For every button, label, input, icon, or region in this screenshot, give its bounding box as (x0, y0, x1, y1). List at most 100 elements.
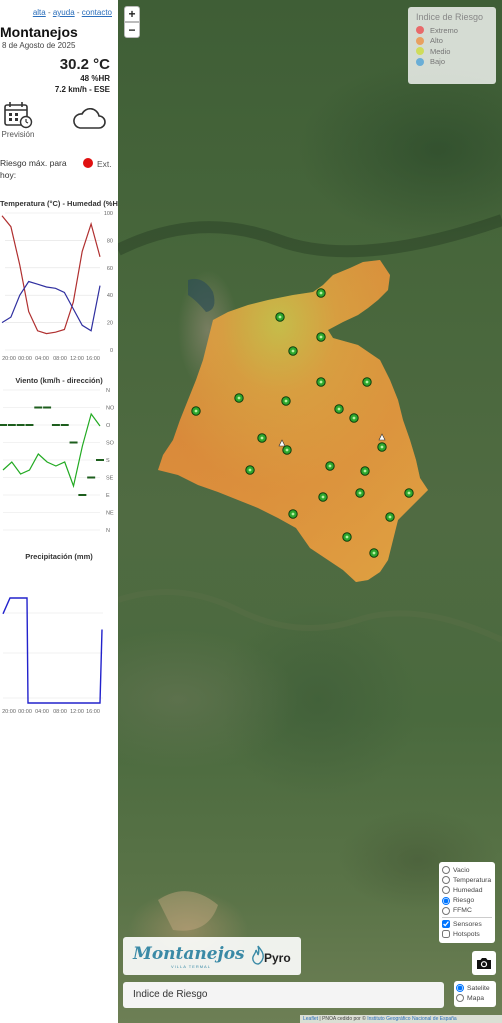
layer-option-riesgo[interactable]: Riesgo (442, 896, 492, 906)
current-wind: 7.2 km/h - ESE (54, 85, 110, 94)
zoom-in-button[interactable]: + (124, 6, 140, 22)
sensor-marker-center (358, 491, 362, 495)
humidity-tick-label: 40 (107, 293, 113, 299)
place-name: Montanejos (0, 24, 78, 40)
risk-legend: Indice de Riesgo Extremo Alto Medio Bajo (408, 7, 496, 84)
overlay-option-hotspots[interactable]: Hotspots (442, 929, 492, 939)
layer-option-vacio[interactable]: Vacio (442, 865, 492, 875)
direction-tick-label: S (106, 458, 110, 464)
sensor-marker-center (319, 291, 323, 295)
humidity-tick-label: 20 (107, 321, 113, 327)
camera-icon (477, 957, 491, 969)
sensor-marker-center (372, 551, 376, 555)
sensor-marker-center (237, 396, 241, 400)
forecast-label: Previsión (1, 130, 35, 139)
layer-radio[interactable] (442, 866, 450, 875)
legend-title: Indice de Riesgo (416, 12, 484, 22)
time-tick-label: 08:00 (53, 709, 67, 715)
sensor-marker-center (363, 469, 367, 473)
wind-chart: NNOOSOSSEENEN20:0000:0004:0008:0012:0016… (0, 388, 115, 534)
time-tick-label: 04:00 (35, 709, 49, 715)
cloud-icon (73, 108, 106, 129)
legend-item: Alto (416, 36, 488, 47)
overlay-checkbox[interactable] (442, 920, 450, 929)
layer-radio[interactable] (442, 896, 450, 905)
basemap-option-mapa[interactable]: Mapa (456, 993, 494, 1003)
humidity-tick-label: 80 (107, 238, 113, 244)
time-tick-label: 12:00 (70, 709, 84, 715)
layer-option-temperatura[interactable]: Temperatura (442, 875, 492, 885)
sensor-marker-center (260, 436, 264, 440)
layer-radio[interactable] (442, 876, 450, 885)
wind-speed-line (2, 412, 101, 489)
map-view[interactable]: + − Indice de Riesgo Extremo Alto Medio … (118, 0, 502, 1023)
time-tick-label: 04:00 (35, 356, 49, 362)
sensor-marker-center (248, 468, 252, 472)
risk-label: Riesgo máx. para hoy: (0, 158, 67, 180)
time-tick-label: 16:00 (86, 709, 100, 715)
zoom-out-button[interactable]: − (124, 22, 140, 38)
sensor-marker-center (365, 380, 369, 384)
precip-chart-title: Precipitación (mm) (25, 552, 93, 561)
risk-indicator-dot (83, 158, 93, 168)
triangle-marker-icon[interactable] (378, 433, 386, 441)
legend-dot (416, 57, 424, 66)
layer-option-humedad[interactable]: Humedad (442, 885, 492, 895)
montanejos-logo: Montanejos (133, 944, 245, 964)
sensor-marker-center (284, 399, 288, 403)
direction-tick-label: SO (106, 441, 115, 447)
layer-title-panel: Indice de Riesgo (123, 982, 444, 1008)
layer-option-ffmc[interactable]: FFMC (442, 906, 492, 916)
direction-tick-label: NO (106, 406, 115, 412)
leaflet-link[interactable]: Leaflet (303, 1016, 319, 1022)
forecast-button[interactable]: Previsión (0, 101, 36, 139)
sensor-marker-center (328, 464, 332, 468)
ign-link[interactable]: Instituto Geográfico Nacional de España (367, 1016, 457, 1022)
basemap-option-satelite[interactable]: Satelite (456, 983, 494, 993)
legend-item: Medio (416, 46, 488, 57)
wind-chart-title: Viento (km/h - dirección) (15, 376, 103, 385)
ridge (118, 214, 502, 258)
layer-radio[interactable] (442, 906, 450, 915)
time-tick-label: 16:00 (86, 356, 100, 362)
layer-separator (442, 916, 492, 918)
sensor-marker-center (278, 315, 282, 319)
direction-tick-label: N (106, 528, 110, 534)
humidity-tick-label: 100 (104, 211, 113, 217)
current-humidity: 48 %HR (80, 74, 110, 83)
screenshot-button[interactable] (472, 951, 496, 975)
triangle-marker-icon[interactable] (278, 439, 286, 447)
time-tick-label: 12:00 (70, 356, 84, 362)
logo-bar: Montanejos VILLA TERMAL Pyro (123, 937, 301, 975)
sensor-marker-center (321, 495, 325, 499)
direction-tick-label: NE (106, 511, 114, 517)
overlay-option-sensores[interactable]: Sensores (442, 919, 492, 929)
map-canvas[interactable] (118, 0, 502, 1023)
reservoir (188, 278, 215, 312)
time-tick-label: 08:00 (53, 356, 67, 362)
direction-tick-label: E (106, 493, 110, 499)
basemap-radio[interactable] (456, 994, 464, 1003)
legend-item: Extremo (416, 25, 488, 36)
contacto-link[interactable]: contacto (81, 8, 112, 17)
pyro-flame-icon (252, 945, 264, 965)
layer-radio[interactable] (442, 886, 450, 895)
ayuda-link[interactable]: ayuda (52, 8, 75, 17)
sensor-marker-center (285, 448, 289, 452)
sensor-layer[interactable] (191, 288, 414, 558)
time-tick-label: 20:00 (2, 356, 16, 362)
time-tick-label: 00:00 (18, 709, 32, 715)
alta-link[interactable]: alta (32, 8, 46, 17)
direction-tick-label: N (106, 388, 110, 394)
legend-item: Bajo (416, 57, 488, 68)
basemap-radio[interactable] (456, 984, 464, 993)
pyro-logo: Pyro (264, 951, 291, 965)
sensor-marker-center (291, 512, 295, 516)
humidity-tick-label: 60 (107, 266, 113, 272)
humidity-tick-label: 0 (110, 348, 113, 354)
sensor-marker-center (319, 380, 323, 384)
sensor-marker-center (319, 335, 323, 339)
time-tick-label: 00:00 (18, 356, 32, 362)
risk-area[interactable] (158, 260, 428, 582)
overlay-checkbox[interactable] (442, 930, 450, 939)
